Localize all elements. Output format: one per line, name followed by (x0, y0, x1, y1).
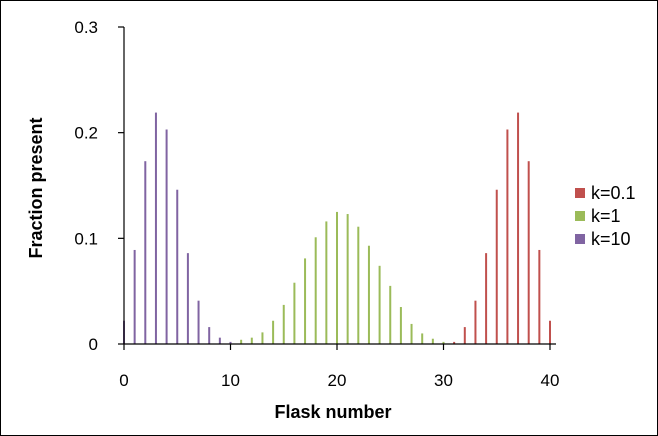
legend: k=0.1 k=1 k=10 (575, 183, 636, 249)
bar-k=0.1-35 (495, 189, 498, 344)
bar-k=1-16 (293, 282, 296, 344)
bar-k=1-12 (250, 337, 253, 344)
bar-k=1-29 (431, 338, 434, 344)
bar-k=10-8 (208, 327, 211, 344)
legend-swatch-k=0.1 (575, 188, 585, 198)
bar-k=0.1-33 (474, 300, 477, 344)
legend-label-k=0.1: k=0.1 (591, 183, 636, 203)
axes-layer (123, 27, 556, 345)
bar-k=0.1-37 (517, 112, 520, 344)
legend-swatch-k=1 (575, 211, 585, 221)
bar-k=1-23 (367, 245, 370, 344)
bar-k=10-2 (144, 161, 147, 344)
bar-k=0.1-36 (506, 129, 509, 344)
y-tick-label: 0.3 (74, 18, 98, 37)
bar-k=1-25 (389, 285, 392, 344)
y-tick-label: 0 (89, 335, 98, 354)
bar-k=1-18 (314, 237, 317, 344)
y-tick-label: 0.2 (74, 124, 98, 143)
bar-k=0.1-38 (527, 161, 530, 344)
x-tick-label: 30 (434, 371, 453, 390)
bar-k=0.1-34 (485, 253, 488, 344)
x-axis-title: Flask number (274, 402, 391, 422)
bar-k=10-4 (165, 129, 168, 344)
bar-k=0.1-40 (549, 320, 551, 344)
bar-k=1-20 (336, 211, 338, 344)
bar-k=1-19 (325, 221, 328, 344)
y-axis-title: Fraction present (26, 117, 46, 258)
bar-k=10-9 (218, 337, 221, 344)
bar-k=1-26 (399, 307, 402, 344)
bar-k=10-10 (229, 341, 232, 344)
bar-k=1-28 (421, 333, 424, 344)
ticks-layer: 0 0.1 0.2 0.3 0 10 20 30 40 (74, 18, 559, 390)
bar-k=10-1 (133, 249, 136, 344)
bar-k=10-7 (197, 300, 200, 344)
bar-k=1-14 (272, 320, 275, 344)
legend-label-k=1: k=1 (591, 206, 621, 226)
bar-k=1-22 (357, 226, 360, 344)
bar-k=10-5 (176, 189, 179, 344)
x-tick-label: 0 (119, 371, 128, 390)
bar-k=0.1-32 (463, 327, 466, 344)
y-tick-label: 0.1 (74, 229, 98, 248)
bar-k=1-21 (346, 214, 349, 344)
bar-k=1-13 (261, 332, 264, 344)
bar-k=1-15 (282, 304, 285, 344)
legend-label-k=10: k=10 (591, 229, 631, 249)
bar-k=1-30 (442, 341, 445, 344)
bar-k=1-17 (304, 258, 307, 344)
bar-k=1-11 (240, 339, 243, 344)
bar-k=1-27 (410, 323, 413, 344)
x-tick-label: 10 (221, 371, 240, 390)
bar-k=10-3 (154, 112, 157, 344)
bar-k=10-6 (186, 253, 189, 344)
legend-swatch-k=10 (575, 234, 585, 244)
bars-layer (123, 112, 551, 344)
bar-k=1-24 (378, 265, 381, 344)
bar-k=0.1-39 (538, 249, 541, 344)
x-tick-label: 20 (328, 371, 347, 390)
x-tick-label: 40 (541, 371, 560, 390)
bar-k=0.1-31 (453, 341, 456, 344)
